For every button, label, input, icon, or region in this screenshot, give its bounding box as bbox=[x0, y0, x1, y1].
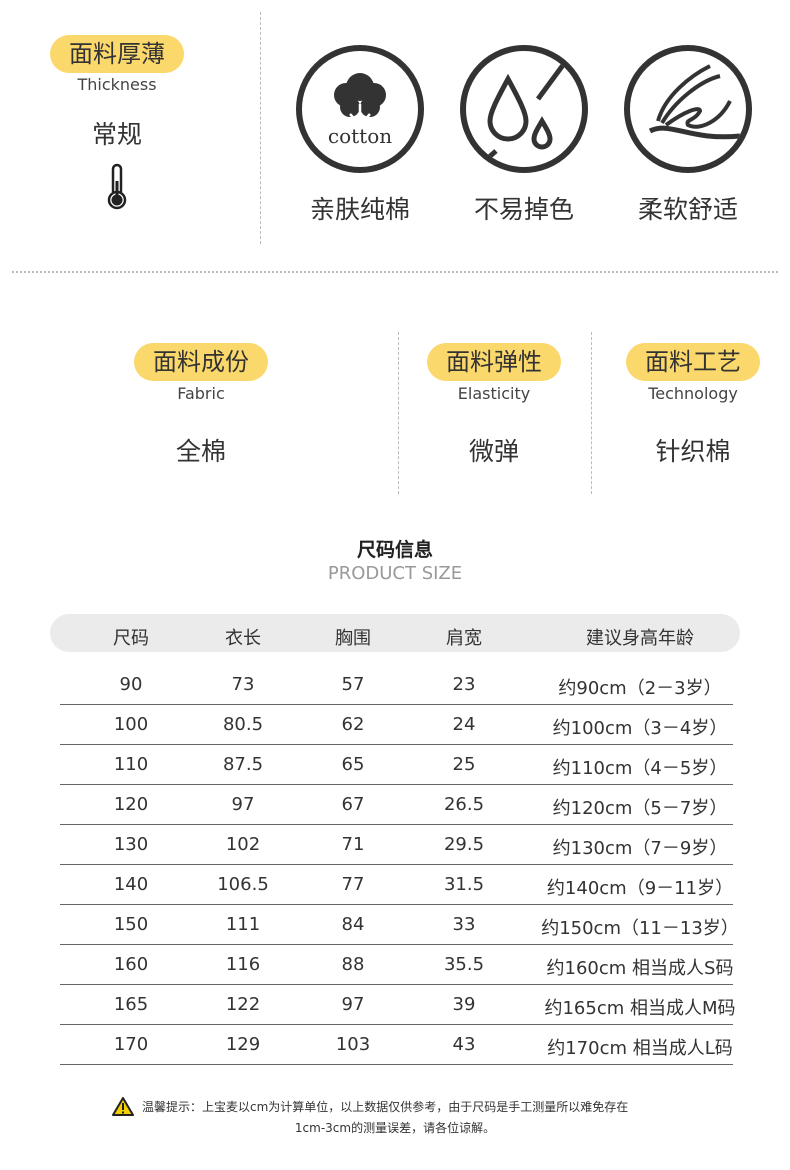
fabric-subtitle: Fabric bbox=[177, 384, 225, 403]
fabric-value: 全棉 bbox=[175, 437, 226, 466]
table-cell: 62 bbox=[341, 714, 365, 735]
table-cell: 77 bbox=[341, 874, 365, 895]
row-divider bbox=[60, 864, 733, 865]
table-header bbox=[50, 614, 740, 652]
table-cell: 130 bbox=[113, 834, 149, 855]
table-cell: 150 bbox=[113, 914, 149, 935]
feature-label: 柔软舒适 bbox=[637, 195, 738, 224]
row-divider bbox=[60, 1064, 733, 1065]
table-cell: 97 bbox=[341, 994, 365, 1015]
notice-line1: 温馨提示：上宝麦以cm为计算单位，以上数据仅供参考，由于尺码是手工测量所以难免存… bbox=[142, 1100, 629, 1114]
notice-line2: 1cm-3cm的测量误差，请各位谅解。 bbox=[294, 1121, 496, 1135]
table-cell: 26.5 bbox=[443, 794, 485, 815]
table-cell: 100 bbox=[113, 714, 149, 735]
column-header: 肩宽 bbox=[446, 628, 482, 649]
column-header: 衣长 bbox=[225, 628, 261, 649]
table-cell: 约130cm（7－9岁） bbox=[552, 838, 728, 859]
column-header: 胸围 bbox=[335, 628, 371, 649]
technology-value: 针织棉 bbox=[655, 437, 731, 466]
thickness-value: 常规 bbox=[91, 120, 142, 149]
table-cell: 57 bbox=[341, 674, 365, 695]
divider bbox=[398, 332, 399, 494]
row-divider bbox=[60, 704, 733, 705]
warning-icon bbox=[112, 1097, 134, 1120]
table-cell: 170 bbox=[113, 1034, 149, 1055]
table-cell: 约170cm 相当成人L码 bbox=[547, 1038, 733, 1059]
table-cell: 140 bbox=[113, 874, 149, 895]
row-divider bbox=[60, 824, 733, 825]
table-cell: 102 bbox=[225, 834, 261, 855]
feature-label: 亲肤纯棉 bbox=[309, 195, 410, 224]
table-cell: 110 bbox=[113, 754, 149, 775]
table-cell: 24 bbox=[452, 714, 476, 735]
cotton-logo-text: cotton bbox=[328, 124, 392, 148]
table-cell: 71 bbox=[341, 834, 365, 855]
size-title: 尺码信息 bbox=[356, 539, 433, 561]
table-cell: 103 bbox=[335, 1034, 371, 1055]
table-cell: 120 bbox=[113, 794, 149, 815]
row-divider bbox=[60, 904, 733, 905]
thermometer-icon bbox=[104, 163, 130, 215]
table-cell: 87.5 bbox=[222, 754, 264, 775]
fabric-title: 面料成份 bbox=[134, 343, 268, 381]
feather-icon bbox=[624, 45, 752, 173]
table-cell: 90 bbox=[119, 674, 143, 695]
row-divider bbox=[60, 1024, 733, 1025]
divider bbox=[591, 332, 592, 494]
table-cell: 约160cm 相当成人S码 bbox=[546, 958, 734, 979]
table-cell: 160 bbox=[113, 954, 149, 975]
table-cell: 67 bbox=[341, 794, 365, 815]
table-cell: 33 bbox=[452, 914, 476, 935]
table-cell: 约100cm（3－4岁） bbox=[552, 718, 728, 739]
table-cell: 31.5 bbox=[443, 874, 485, 895]
table-cell: 约120cm（5－7岁） bbox=[552, 798, 728, 819]
section-divider bbox=[12, 271, 778, 273]
divider bbox=[260, 12, 261, 244]
table-cell: 88 bbox=[341, 954, 365, 975]
table-cell: 约140cm（9－11岁） bbox=[546, 878, 734, 899]
technology-subtitle: Technology bbox=[648, 384, 738, 403]
size-subtitle: PRODUCT SIZE bbox=[327, 563, 463, 584]
table-cell: 35.5 bbox=[443, 954, 485, 975]
table-cell: 43 bbox=[452, 1034, 476, 1055]
technology-title: 面料工艺 bbox=[626, 343, 760, 381]
cotton-icon: cotton bbox=[296, 45, 424, 173]
table-cell: 25 bbox=[452, 754, 476, 775]
table-cell: 122 bbox=[225, 994, 261, 1015]
table-cell: 约165cm 相当成人M码 bbox=[544, 998, 736, 1019]
table-cell: 73 bbox=[231, 674, 255, 695]
thickness-subtitle: Thickness bbox=[77, 75, 157, 94]
table-cell: 116 bbox=[225, 954, 261, 975]
elasticity-value: 微弹 bbox=[468, 437, 519, 466]
table-cell: 129 bbox=[225, 1034, 261, 1055]
column-header: 建议身高年龄 bbox=[586, 628, 694, 649]
column-header: 尺码 bbox=[113, 628, 149, 649]
row-divider bbox=[60, 744, 733, 745]
table-cell: 111 bbox=[225, 914, 261, 935]
table-cell: 106.5 bbox=[217, 874, 269, 895]
table-cell: 65 bbox=[341, 754, 365, 775]
row-divider bbox=[60, 784, 733, 785]
row-divider bbox=[60, 944, 733, 945]
table-cell: 84 bbox=[341, 914, 365, 935]
thickness-title: 面料厚薄 bbox=[50, 35, 184, 73]
table-cell: 80.5 bbox=[222, 714, 264, 735]
elasticity-title: 面料弹性 bbox=[427, 343, 561, 381]
water-drop-icon bbox=[460, 45, 588, 173]
feature-label: 不易掉色 bbox=[473, 195, 574, 224]
table-cell: 97 bbox=[231, 794, 255, 815]
table-cell: 29.5 bbox=[443, 834, 485, 855]
table-cell: 23 bbox=[452, 674, 476, 695]
table-cell: 39 bbox=[452, 994, 476, 1015]
row-divider bbox=[60, 984, 733, 985]
elasticity-subtitle: Elasticity bbox=[457, 384, 531, 403]
table-cell: 约90cm（2－3岁） bbox=[558, 678, 722, 699]
table-cell: 165 bbox=[113, 994, 149, 1015]
table-cell: 约150cm（11－13岁） bbox=[541, 918, 739, 939]
table-cell: 约110cm（4－5岁） bbox=[552, 758, 728, 779]
